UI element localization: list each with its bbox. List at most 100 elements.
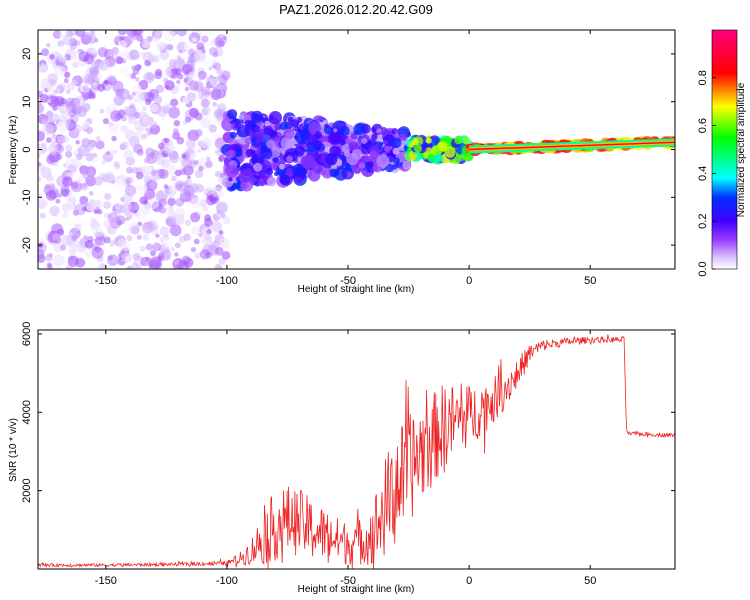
heat-cell [237, 124, 250, 138]
heat-cell [194, 169, 204, 179]
heat-cell [53, 161, 58, 167]
heat-cell [150, 250, 156, 257]
heat-cell [57, 40, 65, 47]
heat-cell [47, 95, 60, 108]
heat-cell [260, 145, 268, 152]
heat-cell [212, 186, 224, 199]
heat-cell [142, 234, 150, 241]
heat-cell [38, 248, 45, 261]
heat-cell [38, 102, 45, 114]
heat-cell [182, 222, 188, 227]
heat-cell [124, 149, 133, 159]
heat-cell [86, 202, 96, 212]
heat-cell [191, 226, 200, 235]
heat-cell [60, 244, 67, 251]
heat-cell [126, 166, 134, 174]
heat-cell [437, 141, 448, 152]
heat-cell [265, 167, 274, 176]
heat-cell [301, 155, 315, 169]
x-tick-label: 0 [466, 575, 472, 587]
heat-cell [153, 36, 159, 42]
heat-cell [168, 188, 174, 194]
heat-cell [159, 206, 167, 214]
x-tick-label: -50 [340, 275, 356, 287]
heat-cell [218, 230, 224, 235]
heat-cell [269, 131, 276, 138]
heat-cell [73, 223, 82, 232]
heat-cell [103, 236, 111, 244]
heat-cell [215, 40, 223, 48]
colorbar-tick-label: 0.6 [697, 118, 709, 133]
heat-cell [163, 254, 171, 261]
heat-cell [383, 139, 388, 145]
heat-cell [186, 92, 196, 102]
heat-cell [279, 163, 285, 170]
y-tick-label: 10 [21, 96, 33, 108]
heat-cell [118, 88, 130, 101]
heat-cell [245, 148, 255, 158]
heat-cell [189, 107, 199, 118]
heat-cell [366, 168, 371, 173]
heat-cell [181, 153, 187, 159]
heat-cell [145, 127, 150, 132]
heat-cell [198, 165, 204, 172]
heat-cell [48, 143, 59, 154]
heat-cell [68, 247, 77, 256]
heat-cell [193, 81, 204, 92]
heat-cell [129, 49, 140, 60]
colorbar-label: Normalized spectral amplitude [736, 82, 747, 217]
colorbar-tick-label: 0.4 [697, 166, 709, 181]
heat-cell [279, 174, 290, 185]
heat-cell [130, 73, 137, 79]
heat-cell [190, 197, 203, 209]
spectrogram-cells [38, 30, 675, 269]
heat-cell [244, 119, 252, 127]
colorbar-tick-label: 0.2 [697, 214, 709, 229]
heat-cell [62, 176, 73, 187]
heat-cell [140, 256, 150, 267]
heat-cell [103, 201, 112, 210]
heat-cell [227, 149, 236, 159]
spectrogram-panel: -150 -100 -50 0 50 20 10 0 -10 -20 Height of str… [8, 29, 676, 295]
heat-cell [134, 64, 142, 71]
heat-cell [118, 40, 128, 50]
heat-cell [225, 165, 239, 178]
heat-cell [376, 154, 390, 168]
heat-cell [67, 255, 79, 267]
y-tick-label: -10 [21, 189, 33, 205]
heat-cell [167, 197, 176, 206]
heat-cell [454, 135, 463, 145]
heat-cell [170, 247, 175, 252]
heat-cell [46, 98, 52, 104]
heat-cell [43, 78, 49, 83]
heat-cell [126, 265, 133, 269]
heat-cell [81, 168, 94, 181]
heat-cell [361, 137, 368, 144]
heat-cell [46, 174, 54, 182]
heat-cell [208, 124, 217, 133]
heat-cell [87, 47, 92, 52]
y-tick-label: 20 [21, 48, 33, 60]
heat-cell [184, 64, 191, 71]
heat-cell [196, 42, 205, 51]
heat-cell [71, 158, 80, 167]
heat-cell [132, 90, 145, 103]
heat-cell [135, 171, 144, 180]
heat-cell [287, 116, 294, 123]
heat-cell [321, 167, 333, 179]
heat-cell [130, 225, 140, 235]
heat-cell [73, 95, 86, 108]
heat-cell [294, 130, 309, 144]
heat-cell [402, 160, 412, 170]
heat-cell [253, 162, 263, 172]
heat-cell [89, 30, 96, 36]
heat-cell [358, 162, 366, 169]
heat-cell [45, 253, 53, 262]
heat-cell [81, 120, 90, 130]
heat-cell [104, 79, 108, 84]
heat-cell [135, 131, 142, 138]
heat-cell [163, 137, 170, 144]
heat-cell [195, 129, 203, 137]
x-tick-label: -100 [216, 275, 238, 287]
heat-cell [125, 178, 131, 184]
